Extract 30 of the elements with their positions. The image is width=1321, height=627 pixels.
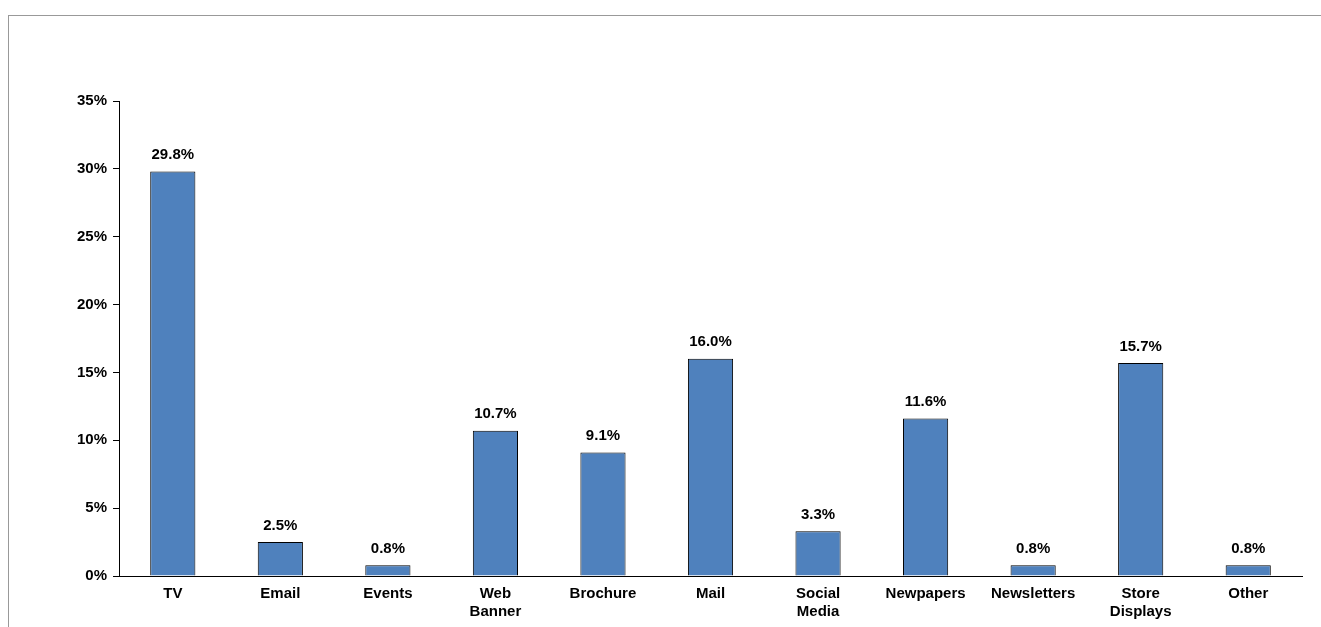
x-tick-label: Other — [1228, 584, 1269, 602]
y-tick-label: 5% — [85, 498, 108, 516]
data-label: 2.5% — [263, 515, 298, 533]
x-tick-label: Brochure — [569, 584, 637, 602]
data-label: 10.7% — [474, 404, 517, 422]
data-label: 9.1% — [585, 426, 621, 444]
data-label: 0.8% — [370, 538, 405, 556]
y-tick-label: 30% — [76, 159, 108, 176]
y-tick-label: 10% — [76, 430, 108, 448]
data-label: 3.3% — [800, 504, 836, 522]
y-tick-label: 20% — [76, 294, 108, 312]
data-label: 15.7% — [1119, 336, 1162, 354]
x-tick-label: Newpapers — [885, 584, 966, 602]
x-tick-label: Store Displays — [1109, 584, 1172, 620]
data-label: 0.8% — [1016, 538, 1051, 556]
x-tick-label: Web Banner — [469, 584, 522, 620]
x-tick-label: Social Media — [795, 584, 841, 620]
y-tick-label: 25% — [76, 226, 108, 244]
y-tick-label: 35% — [76, 91, 108, 109]
x-tick-label: Events — [363, 584, 413, 602]
x-tick-label: Mail — [695, 584, 726, 602]
y-tick-label: 0% — [85, 566, 108, 584]
x-tick-label: Email — [260, 584, 301, 602]
x-tick-label: Newsletters — [991, 584, 1076, 602]
data-label: 29.8% — [151, 145, 195, 163]
data-label: 0.8% — [1231, 538, 1266, 556]
x-tick-label: TV — [163, 584, 183, 602]
y-tick-label: 15% — [76, 362, 108, 380]
data-label: 16.0% — [689, 332, 732, 350]
data-label: 11.6% — [904, 392, 947, 410]
